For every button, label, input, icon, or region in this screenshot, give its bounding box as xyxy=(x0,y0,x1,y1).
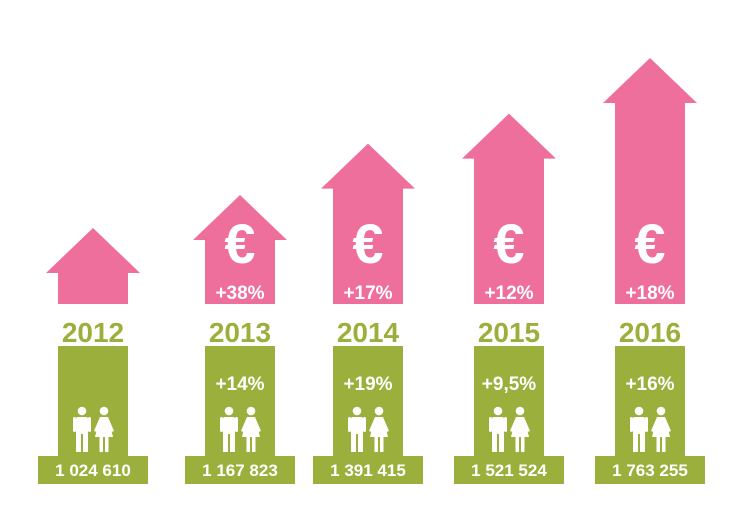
woman-icon xyxy=(651,406,671,452)
pink-change-label: +12% xyxy=(484,283,533,304)
pink-change-label: +18% xyxy=(625,283,674,304)
year-label: 2013 xyxy=(209,317,271,348)
green-bar xyxy=(58,346,128,456)
value-label: 1 391 415 xyxy=(330,461,406,480)
value-box xyxy=(185,456,295,484)
pink-arrow xyxy=(46,228,140,304)
pink-arrow xyxy=(321,143,415,304)
man-icon xyxy=(348,406,366,452)
euro-icon: € xyxy=(352,212,383,275)
pink-arrow xyxy=(462,113,556,304)
value-label: 1 521 524 xyxy=(471,461,547,480)
year-label: 2014 xyxy=(337,317,400,348)
pink-arrow xyxy=(603,58,697,304)
pink-change-label: +38% xyxy=(215,283,264,304)
value-label: 1 167 823 xyxy=(202,461,278,480)
value-box xyxy=(595,456,705,484)
woman-icon xyxy=(241,406,261,452)
year-label: 2012 xyxy=(62,317,124,348)
value-label: 1 024 610 xyxy=(55,461,131,480)
woman-icon xyxy=(510,406,530,452)
green-change-label: +9,5% xyxy=(482,374,537,395)
man-icon xyxy=(489,406,507,452)
green-change-label: +16% xyxy=(625,374,674,395)
man-icon xyxy=(220,406,238,452)
green-change-label: +19% xyxy=(343,374,392,395)
man-icon xyxy=(73,406,91,452)
green-bar xyxy=(333,346,403,456)
value-box xyxy=(313,456,423,484)
value-label: 1 763 255 xyxy=(612,461,688,480)
green-bar xyxy=(205,346,275,456)
euro-icon: € xyxy=(634,212,665,275)
pink-arrow xyxy=(193,195,287,304)
green-change-label: +14% xyxy=(215,374,264,395)
green-bar xyxy=(615,346,685,456)
green-bar xyxy=(474,346,544,456)
year-label: 2015 xyxy=(478,317,540,348)
value-box xyxy=(38,456,148,484)
man-icon xyxy=(630,406,648,452)
euro-icon: € xyxy=(493,212,524,275)
euro-icon: € xyxy=(224,212,255,275)
year-label: 2016 xyxy=(619,317,681,348)
woman-icon xyxy=(369,406,389,452)
pink-change-label: +17% xyxy=(343,283,392,304)
woman-icon xyxy=(94,406,114,452)
value-box xyxy=(454,456,564,484)
